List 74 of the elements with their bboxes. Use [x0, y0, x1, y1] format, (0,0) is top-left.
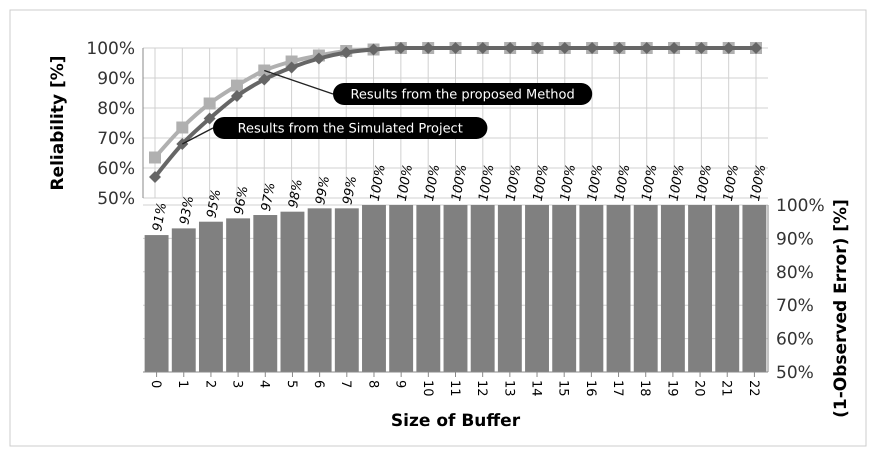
y2-tick-label: 60%	[776, 330, 814, 350]
x-tick-label: 6	[311, 380, 326, 388]
point	[149, 171, 161, 183]
x-tick-label: 2	[202, 380, 218, 388]
point	[312, 52, 325, 64]
point	[258, 74, 270, 86]
point	[230, 90, 243, 102]
text: 91%	[150, 201, 170, 233]
text: 98%	[286, 178, 306, 210]
text: 100%	[748, 163, 770, 202]
x-axis-title: Size of Buffer	[390, 411, 521, 431]
point	[176, 138, 188, 150]
y2-axis-title: (1-Observed Error) [%]	[831, 199, 851, 418]
point	[149, 152, 161, 164]
point	[204, 112, 216, 124]
y-tick-label: 70%	[97, 128, 135, 149]
x-tick-label: 5	[284, 380, 299, 388]
y-axis-title: Reliability [%]	[48, 55, 68, 191]
x-tick-label: 3	[230, 380, 245, 388]
x-tick-label: 12	[474, 380, 490, 397]
x-tick-label: 7	[338, 380, 354, 388]
y2-tick-label: 90%	[776, 229, 814, 250]
x-tick-label: 18	[637, 380, 652, 397]
text: 100%	[422, 163, 444, 202]
text: 99%	[313, 174, 334, 206]
y-tick-label: 100%	[86, 38, 135, 59]
text: 99%	[340, 174, 360, 206]
y2-tick-label: 80%	[776, 262, 814, 283]
point	[176, 122, 188, 134]
text: 100%	[449, 163, 470, 202]
x-tick-label: 16	[582, 380, 598, 397]
y-tick-label: 60%	[97, 158, 135, 179]
text: 100%	[476, 163, 498, 202]
text: 100%	[666, 163, 688, 202]
x-tick-label: 15	[556, 380, 571, 397]
x-tick-label: 9	[392, 380, 408, 388]
point	[204, 98, 216, 110]
x-tick-label: 13	[501, 380, 516, 397]
point	[286, 62, 298, 74]
y2-tick-label: 50%	[776, 362, 814, 383]
x-tick-label: 14	[528, 380, 544, 397]
text: 100%	[694, 163, 715, 202]
x-tick-label: 19	[664, 380, 680, 397]
x-tick-label: 8	[365, 380, 380, 388]
y-tick-label: 50%	[97, 188, 135, 209]
text: 93%	[177, 194, 198, 226]
x-tick-label: 10	[420, 380, 435, 397]
text: 100%	[503, 163, 525, 202]
text: 95%	[204, 188, 224, 220]
x-tick-label: 22	[746, 380, 761, 397]
text: 100%	[530, 163, 552, 202]
x-tick-label: 1	[175, 380, 190, 388]
x-tick-label: 4	[256, 380, 272, 388]
text: 100%	[394, 163, 416, 202]
text: 100%	[639, 163, 661, 202]
text: Results from the proposed Method	[350, 88, 575, 103]
text: 100%	[612, 163, 634, 202]
text: 100%	[368, 163, 389, 202]
y2-tick-label: 100%	[776, 196, 825, 216]
y-tick-label: 80%	[97, 98, 135, 119]
x-tick-label: 21	[718, 380, 734, 397]
text: 96%	[232, 184, 252, 216]
x-tick-label: 20	[692, 380, 707, 397]
text: 97%	[258, 181, 279, 213]
x-tick-label: 17	[610, 380, 625, 397]
point	[230, 80, 243, 92]
text: 100%	[720, 163, 742, 202]
x-tick-label: 0	[148, 380, 164, 388]
series-label: Results from the Simulated Project	[238, 122, 463, 137]
y-tick-label: 90%	[97, 68, 135, 89]
text: 100%	[558, 163, 580, 202]
text: 100%	[585, 163, 606, 202]
x-tick-label: 11	[446, 380, 462, 397]
y2-tick-label: 70%	[776, 296, 814, 316]
